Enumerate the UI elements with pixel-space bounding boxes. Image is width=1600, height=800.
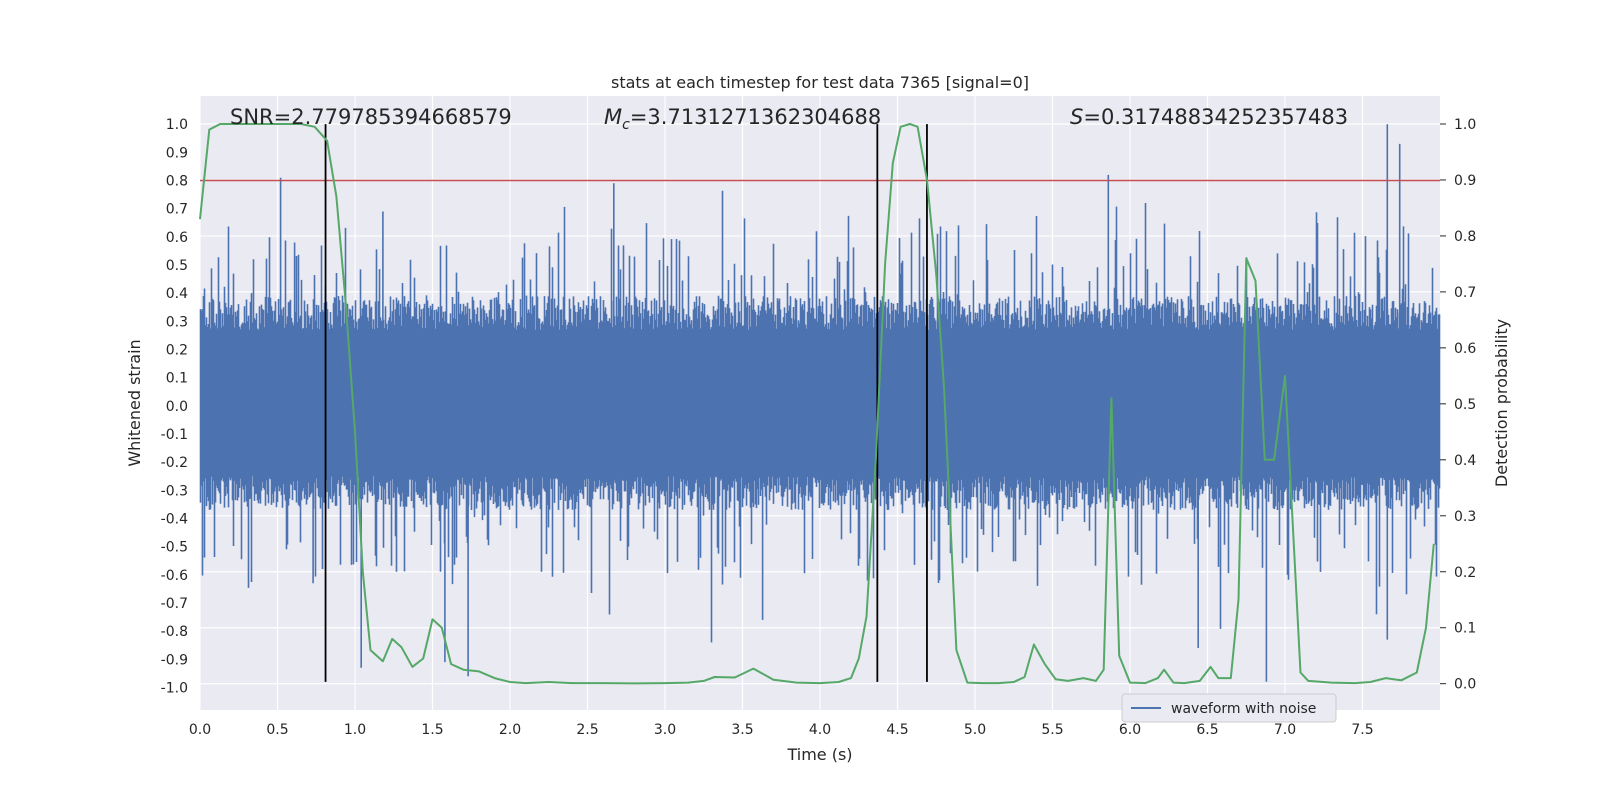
s-annotation: S=0.31748834252357483 — [1070, 105, 1348, 129]
left-tick-label: -0.6 — [161, 568, 188, 584]
left-axis-ticks: 1.0 0.9 0.8 0.7 0.6 0.5 0.4 0.3 0.2 0.1 0.0 -0.1 -0.… — [161, 117, 188, 696]
right-axis-label: Detection probability — [1492, 319, 1511, 487]
x-tick-label: 7.5 — [1351, 722, 1373, 738]
mc-symbol: M — [604, 105, 622, 129]
x-tick-label: 6.5 — [1196, 722, 1218, 738]
right-tick-label: 0.9 — [1454, 173, 1476, 189]
legend-label-waveform: waveform with noise — [1171, 701, 1316, 717]
right-tick-label: 1.0 — [1454, 117, 1476, 133]
mc-value: =3.7131271362304688 — [630, 105, 881, 129]
snr-annotation: SNR=2.779785394668579 — [230, 105, 512, 129]
left-tick-label: -0.7 — [161, 596, 188, 612]
right-tick-label: 0.3 — [1454, 509, 1476, 525]
right-axis-ticks: 1.0 0.9 0.8 0.7 0.6 0.5 0.4 0.3 0.2 0.1 0.0 — [1440, 117, 1476, 693]
waveform-line — [199, 124, 1441, 682]
probability-series — [199, 123, 1435, 685]
s-symbol: S — [1070, 105, 1083, 129]
x-tick-label: 1.0 — [344, 722, 366, 738]
waveform-series — [199, 124, 1441, 682]
left-tick-label: 0.3 — [166, 314, 188, 330]
left-tick-label: 0.7 — [166, 202, 188, 218]
left-tick-label: -0.4 — [161, 511, 188, 527]
left-tick-label: -0.1 — [161, 427, 188, 443]
right-tick-label: 0.1 — [1454, 621, 1476, 637]
left-tick-label: -0.3 — [161, 483, 188, 499]
vertical-markers — [324, 124, 928, 682]
right-tick-label: 0.6 — [1454, 341, 1476, 357]
x-axis-label: Time (s) — [786, 745, 852, 764]
right-tick-label: 0.8 — [1454, 229, 1476, 245]
left-tick-label: -0.5 — [161, 540, 188, 556]
x-tick-label: 5.5 — [1041, 722, 1063, 738]
left-tick-label: 0.5 — [166, 258, 188, 274]
left-tick-label: 1.0 — [166, 117, 188, 133]
x-tick-label: 4.5 — [886, 722, 908, 738]
x-tick-label: 3.5 — [731, 722, 753, 738]
x-tick-label: 6.0 — [1119, 722, 1141, 738]
right-tick-label: 0.7 — [1454, 285, 1476, 301]
x-tick-label: 7.0 — [1274, 722, 1296, 738]
left-tick-label: 0.8 — [166, 173, 188, 189]
left-tick-label: 0.6 — [166, 230, 188, 246]
x-axis-ticks: 0.0 0.5 1.0 1.5 2.0 2.5 3.0 3.5 4.0 4.5 5.0 5.5 6.0 6… — [189, 722, 1374, 738]
right-tick-label: 0.4 — [1454, 453, 1476, 469]
legend: waveform with noise — [1121, 693, 1337, 723]
left-tick-label: 0.9 — [166, 145, 188, 161]
mc-annotation: Mc=3.7131271362304688 — [604, 105, 881, 133]
left-tick-label: 0.2 — [166, 342, 188, 358]
left-tick-label: 0.1 — [166, 371, 188, 387]
mc-subscript: c — [622, 117, 630, 133]
left-tick-label: -0.8 — [161, 624, 188, 640]
left-tick-label: 0.0 — [166, 399, 188, 415]
right-tick-label: 0.2 — [1454, 565, 1476, 581]
s-value: =0.31748834252357483 — [1083, 105, 1348, 129]
x-tick-label: 3.0 — [654, 722, 676, 738]
probability-line — [199, 123, 1435, 685]
left-tick-label: 0.4 — [166, 286, 188, 302]
x-tick-label: 1.5 — [421, 722, 443, 738]
x-tick-label: 2.5 — [576, 722, 598, 738]
x-tick-label: 0.0 — [189, 722, 211, 738]
right-tick-label: 0.0 — [1454, 677, 1476, 693]
left-tick-label: -0.9 — [161, 652, 188, 668]
left-tick-label: -1.0 — [161, 680, 188, 696]
left-axis-label: Whitened strain — [125, 339, 144, 466]
left-tick-label: -0.2 — [161, 455, 188, 471]
legend-box — [1121, 693, 1337, 723]
right-tick-label: 0.5 — [1454, 397, 1476, 413]
chart-title: stats at each timestep for test data 736… — [611, 73, 1029, 92]
x-tick-label: 5.0 — [964, 722, 986, 738]
x-tick-label: 4.0 — [809, 722, 831, 738]
x-tick-label: 0.5 — [266, 722, 288, 738]
x-tick-label: 2.0 — [499, 722, 521, 738]
